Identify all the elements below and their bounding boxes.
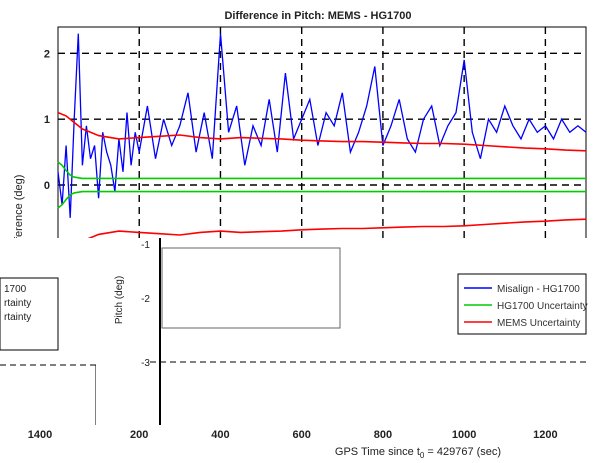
series-line-2 [57, 111, 587, 152]
x-axis-label: GPS Time since t0 = 429767 (sec) [335, 446, 501, 460]
overlap-artifact: 1700 rtainty rtainty -1 -2 -3 Pitch (deg… [0, 238, 597, 436]
inset-y-tick-3: -3 [141, 358, 150, 369]
chart-title: Difference in Pitch: MEMS - HG1700 [224, 10, 411, 22]
left-fragment-x-tick: 1400 [28, 429, 52, 441]
series-group [57, 33, 587, 259]
x-tick-label-2: 600 [293, 429, 311, 441]
y-axis-label: ference (deg) [13, 175, 25, 240]
inset-y-tick-2: -2 [141, 294, 150, 305]
left-fragment-text-1: 1700 [4, 284, 27, 295]
series-line-2-lower [57, 218, 587, 259]
series-line-0 [57, 33, 587, 218]
legend-label-1: HG1700 Uncertainty [497, 301, 588, 312]
legend: Misalign - HG1700 HG1700 Uncertainty MEMS … [464, 284, 588, 329]
x-tick-label-1: 400 [211, 429, 229, 441]
x-ticks: 200 400 600 800 1000 1200 [130, 429, 558, 441]
legend-label-2: MEMS Uncertainty [497, 318, 580, 329]
legend-label-0: Misalign - HG1700 [497, 284, 580, 295]
left-fragment-frame [0, 277, 59, 351]
y-tick-label-2: 0 [44, 180, 50, 192]
y-tick-label-1: 1 [44, 114, 50, 126]
inset-y-label: Pitch (deg) [114, 276, 125, 324]
legend-box [457, 273, 587, 335]
x-tick-label-5: 1200 [533, 429, 557, 441]
x-tick-label-0: 200 [130, 429, 148, 441]
x-tick-label-4: 1000 [452, 429, 476, 441]
series-line-1 [57, 161, 586, 180]
y-tick-label-0: 2 [44, 48, 50, 60]
inset-y-tick-1: -1 [141, 240, 150, 251]
x-tick-label-3: 800 [374, 429, 392, 441]
left-fragment-text-3: rtainty [4, 312, 31, 323]
left-fragment-text-2: rtainty [4, 298, 31, 309]
series-line-1-lower [57, 190, 586, 209]
inset-gray-box [161, 247, 341, 329]
